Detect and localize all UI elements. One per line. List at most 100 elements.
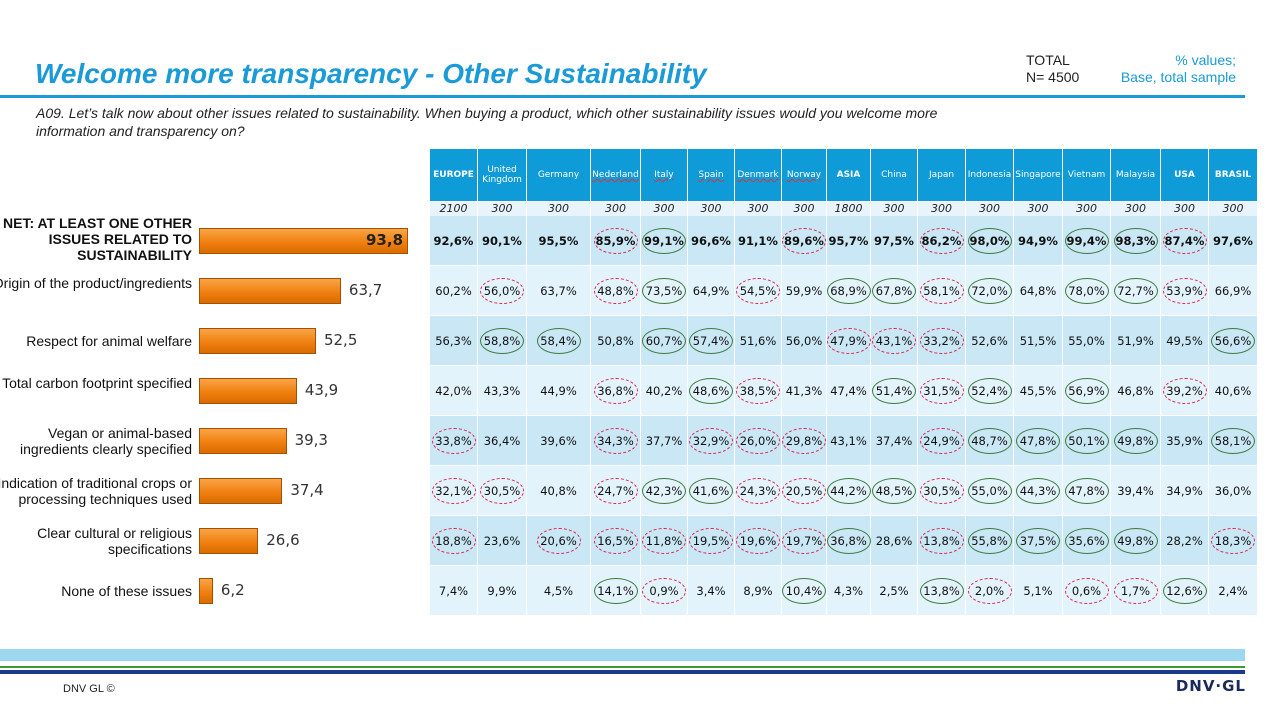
- total-sample: TOTAL N= 4500: [1026, 52, 1079, 86]
- table-cell: 38,5%: [735, 366, 782, 416]
- table-cell: 39,4%: [1111, 466, 1161, 516]
- cell-value: 50,8%: [597, 333, 634, 348]
- bar-value-label: 39,3: [294, 431, 328, 449]
- category-label: Clear cultural or religious specificatio…: [37, 525, 192, 557]
- table-cell: 57,4%: [688, 316, 735, 366]
- cell-value: 60,2%: [435, 283, 472, 298]
- significant-low-circle: [1162, 227, 1207, 254]
- cell-value: 97,6%: [1213, 233, 1253, 248]
- column-header: China: [871, 149, 918, 201]
- table-cell: 58,4%: [527, 316, 591, 366]
- cell-value: 97,5%: [874, 233, 914, 248]
- significant-high-circle: [967, 227, 1012, 254]
- base-count: 300: [641, 202, 688, 216]
- total-label: TOTAL: [1026, 52, 1070, 68]
- cell-value: 8,9%: [743, 583, 773, 598]
- table-cell: 43,1%: [871, 316, 918, 366]
- table-cell: 58,1%: [918, 266, 966, 316]
- table-cell: 56,0%: [782, 316, 827, 366]
- table-cell: 41,3%: [782, 366, 827, 416]
- significant-low-circle: [1113, 577, 1158, 604]
- column-header: Denmark: [735, 149, 782, 201]
- significant-low-circle: [919, 377, 964, 404]
- table-cell: 4,3%: [827, 566, 871, 616]
- cell-value: 34,9%: [1166, 483, 1203, 498]
- significant-high-circle: [826, 277, 871, 304]
- table-cell: 50,1%: [1063, 416, 1111, 466]
- significant-low-circle: [1162, 277, 1207, 304]
- significant-low-circle: [919, 327, 964, 354]
- category-label: Vegan or animal-based ingredients clearl…: [20, 425, 192, 457]
- significant-high-circle: [967, 477, 1012, 504]
- column-header-label: Nederland: [592, 170, 639, 180]
- table-cell: 43,3%: [478, 366, 527, 416]
- significant-low-circle: [919, 527, 964, 554]
- cell-value: 95,7%: [828, 233, 869, 248]
- significant-high-circle: [967, 527, 1012, 554]
- table-cell: 18,8%: [430, 516, 478, 566]
- cell-value: 96,6%: [691, 233, 731, 248]
- column-header: EUROPE: [430, 149, 478, 201]
- significant-high-circle: [967, 427, 1012, 454]
- table-cell: 47,4%: [827, 366, 871, 416]
- significant-low-circle: [689, 527, 733, 554]
- significant-low-circle: [782, 527, 826, 554]
- table-cell: 96,6%: [688, 216, 735, 266]
- bar-value-label: 37,4: [290, 481, 324, 499]
- table-cell: 47,8%: [1063, 466, 1111, 516]
- table-cell: 34,9%: [1161, 466, 1209, 516]
- table-cell: 51,4%: [871, 366, 918, 416]
- significant-low-circle: [593, 277, 638, 304]
- cell-value: 91,1%: [738, 233, 778, 248]
- table-cell: 60,7%: [641, 316, 688, 366]
- table-cell: 18,3%: [1209, 516, 1258, 566]
- significant-high-circle: [642, 227, 686, 254]
- table-cell: 49,8%: [1111, 516, 1161, 566]
- cell-value: 4,3%: [833, 583, 864, 598]
- significant-high-circle: [1162, 577, 1207, 604]
- cell-value: 45,5%: [1019, 383, 1057, 398]
- table-cell: 19,5%: [688, 516, 735, 566]
- significant-low-circle: [919, 227, 964, 254]
- table-cell: 20,5%: [782, 466, 827, 516]
- table-cell: 95,5%: [527, 216, 591, 266]
- table-cell: 29,8%: [782, 416, 827, 466]
- significant-high-circle: [689, 377, 733, 404]
- significant-high-circle: [593, 577, 638, 604]
- cell-value: 28,6%: [875, 533, 913, 548]
- table-cell: 30,5%: [478, 466, 527, 516]
- significant-high-circle: [1064, 377, 1109, 404]
- significant-high-circle: [967, 377, 1012, 404]
- base-count: 300: [735, 202, 782, 216]
- table-cell: 55,0%: [966, 466, 1014, 516]
- cell-value: 90,1%: [482, 233, 522, 248]
- table-cell: 28,2%: [1161, 516, 1209, 566]
- table-cell: 63,7%: [527, 266, 591, 316]
- table-cell: 24,9%: [918, 416, 966, 466]
- cell-value: 39,4%: [1117, 483, 1154, 498]
- column-header: BRASIL: [1209, 149, 1258, 201]
- bar-value-label: 63,7: [348, 281, 383, 299]
- table-cell: 86,2%: [918, 216, 966, 266]
- base-count: 2100: [430, 202, 478, 216]
- cell-value: 40,8%: [540, 483, 577, 498]
- column-header-label: BRASIL: [1214, 170, 1252, 180]
- cell-value: 52,6%: [971, 333, 1008, 348]
- base-count: 300: [688, 202, 735, 216]
- table-cell: 58,1%: [1209, 416, 1258, 466]
- table-cell: 97,6%: [1209, 216, 1258, 266]
- table-cell: 44,2%: [826, 466, 871, 516]
- significant-high-circle: [536, 327, 581, 354]
- significant-high-circle: [1064, 527, 1109, 554]
- cell-value: 28,2%: [1166, 533, 1203, 548]
- column-header-label: Spain: [698, 170, 724, 180]
- category-label: None of these issues: [61, 583, 192, 599]
- table-cell: 43,1%: [827, 416, 871, 466]
- column-header-label: Italy: [654, 170, 674, 180]
- table-cell: 52,4%: [966, 366, 1014, 416]
- table-cell: 42,3%: [641, 466, 688, 516]
- table-cell: 16,5%: [591, 516, 641, 566]
- footer-band-light: [0, 649, 1245, 661]
- category-label: Total carbon footprint specified: [2, 375, 192, 391]
- table-cell: 33,8%: [430, 416, 478, 466]
